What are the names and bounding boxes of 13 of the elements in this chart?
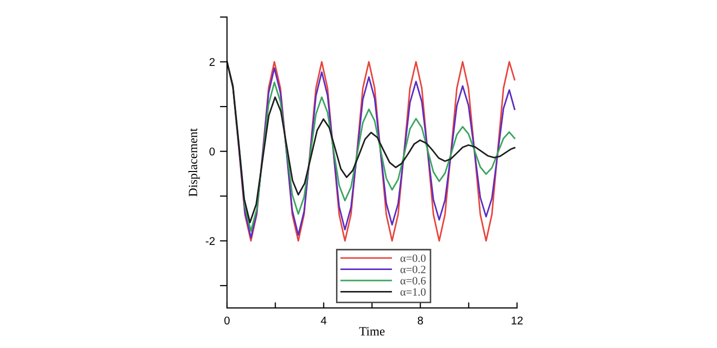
y-tick-label: 0 (209, 148, 215, 156)
y-tick-label: -2 (206, 237, 215, 245)
x-tick-label: 4 (320, 316, 326, 324)
x-axis-title: Time (359, 327, 385, 336)
legend-label: α=0.6 (400, 276, 426, 285)
y-axis-title: Displacement (188, 128, 200, 197)
x-tick-label: 8 (418, 316, 423, 324)
legend-label: α=1.0 (400, 288, 426, 296)
x-tick-label: 12 (512, 316, 523, 324)
y-tick-label: 2 (210, 58, 215, 66)
legend-label: α=0.2 (400, 266, 426, 274)
x-tick-label: 0 (224, 316, 230, 324)
legend-label: α=0.0 (400, 254, 426, 262)
